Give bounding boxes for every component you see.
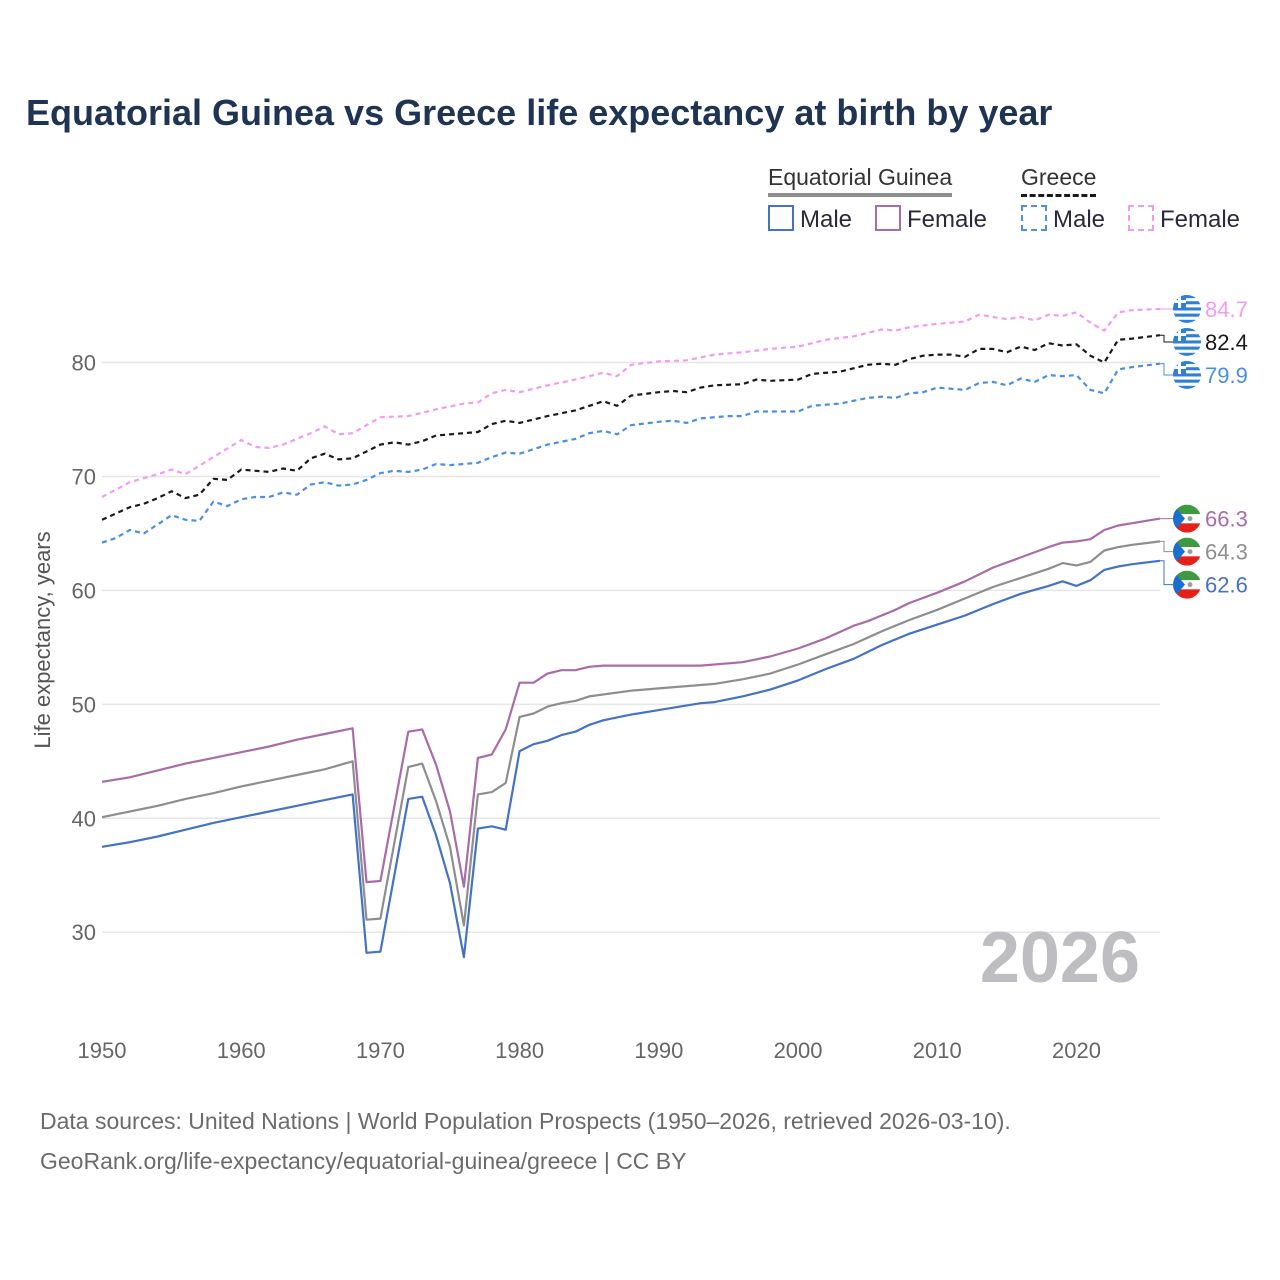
series-line-equatorial-guinea-male bbox=[101, 559, 1161, 959]
flag-stripe bbox=[1173, 319, 1201, 323]
source-line-2[interactable]: GeoRank.org/life-expectancy/equatorial-g… bbox=[40, 1148, 687, 1174]
flag-emblem bbox=[1187, 549, 1193, 555]
grid bbox=[102, 361, 1160, 933]
flag-green bbox=[1173, 537, 1201, 548]
x-tick-label: 2020 bbox=[1052, 1038, 1101, 1063]
flag-red bbox=[1173, 589, 1201, 599]
flag-stripe bbox=[1173, 373, 1201, 377]
end-labels: 84.7 82.4 79.9 66.3 64.3 62.6 bbox=[1160, 294, 1248, 599]
flag-red bbox=[1173, 556, 1201, 566]
flag-stripe bbox=[1173, 334, 1201, 338]
legend-swatch bbox=[875, 205, 901, 231]
greece-flag-icon bbox=[1173, 294, 1201, 323]
flag-stripe bbox=[1173, 327, 1201, 332]
x-tick-label: 1970 bbox=[356, 1038, 405, 1063]
flag-stripe bbox=[1173, 379, 1201, 383]
flag-stripe bbox=[1173, 307, 1201, 311]
x-tick-label: 1990 bbox=[634, 1038, 683, 1063]
flag-stripe bbox=[1173, 346, 1201, 350]
y-tick-label: 30 bbox=[72, 920, 96, 945]
x-tick-label: 1960 bbox=[217, 1038, 266, 1063]
source-line-1: Data sources: United Nations | World Pop… bbox=[40, 1108, 1011, 1134]
x-tick-label: 2000 bbox=[774, 1038, 823, 1063]
flag-body bbox=[1173, 537, 1201, 566]
series-line-greece-male bbox=[101, 362, 1161, 544]
equatorial-guinea-flag-icon bbox=[1173, 504, 1201, 533]
flag-stripe bbox=[1173, 385, 1201, 389]
y-tick-label: 80 bbox=[72, 351, 96, 376]
series-line-equatorial-guinea-total bbox=[101, 540, 1161, 927]
flag-emblem bbox=[1187, 582, 1193, 588]
flag-green bbox=[1173, 504, 1201, 515]
flag-cross bbox=[1173, 332, 1186, 336]
flag-stripe bbox=[1173, 301, 1201, 305]
flag-red bbox=[1173, 523, 1201, 533]
greece-flag-icon bbox=[1173, 360, 1201, 389]
flag-stripe bbox=[1173, 360, 1201, 365]
legend-item-eq-female[interactable]: Female bbox=[875, 205, 987, 234]
y-axis-label: Life expectancy, years bbox=[30, 531, 55, 748]
flag-body bbox=[1173, 504, 1201, 533]
legend-swatch bbox=[1021, 205, 1047, 231]
y-tick-label: 70 bbox=[72, 464, 96, 489]
line-chart: 2026 30 40 50 60 70 80 1950 1960 1970 1980 1990 200… bbox=[30, 294, 1248, 1063]
end-value-label: 64.3 bbox=[1205, 540, 1248, 565]
y-tick-label: 50 bbox=[72, 692, 96, 717]
end-connector bbox=[1160, 363, 1173, 376]
flag-green bbox=[1173, 570, 1201, 581]
legend-swatch bbox=[768, 205, 794, 231]
legend-item-eq-male[interactable]: Male bbox=[768, 205, 852, 234]
end-value-label: 84.7 bbox=[1205, 297, 1248, 322]
flag-body bbox=[1173, 570, 1201, 599]
flag-body bbox=[1173, 327, 1201, 356]
flag-body bbox=[1173, 360, 1201, 389]
end-connector bbox=[1160, 334, 1173, 343]
y-tick-label: 60 bbox=[72, 578, 96, 603]
flag-cross bbox=[1173, 299, 1186, 303]
flag-triangle bbox=[1173, 537, 1185, 566]
flag-stripe bbox=[1173, 367, 1201, 371]
end-value-label: 82.4 bbox=[1205, 330, 1248, 355]
flag-stripe bbox=[1173, 294, 1201, 299]
end-value-label: 62.6 bbox=[1205, 573, 1248, 598]
series-layer bbox=[101, 307, 1161, 959]
equatorial-guinea-flag-icon bbox=[1173, 570, 1201, 599]
legend-group-equatorial-guinea: Equatorial Guinea bbox=[768, 164, 953, 197]
legend-group-underline bbox=[768, 193, 953, 197]
end-value-label: 66.3 bbox=[1205, 507, 1248, 532]
flag-white bbox=[1173, 547, 1201, 557]
flag-white bbox=[1173, 514, 1201, 524]
flag-stripe bbox=[1173, 313, 1201, 317]
flag-stripe bbox=[1173, 352, 1201, 356]
greece-flag-icon bbox=[1173, 327, 1201, 356]
flag-emblem bbox=[1187, 516, 1193, 522]
flag-triangle bbox=[1173, 570, 1185, 599]
year-watermark: 2026 bbox=[980, 918, 1140, 998]
end-connector bbox=[1160, 560, 1173, 586]
flag-white bbox=[1173, 580, 1201, 590]
x-tick-label: 2010 bbox=[913, 1038, 962, 1063]
flag-cross bbox=[1173, 365, 1186, 369]
legend-swatch bbox=[1128, 205, 1154, 231]
flag-stripe bbox=[1173, 340, 1201, 344]
legend-item-gr-male[interactable]: Male bbox=[1021, 205, 1105, 234]
legend-item-gr-female[interactable]: Female bbox=[1128, 205, 1240, 234]
series-line-equatorial-guinea-female bbox=[101, 517, 1161, 888]
legend-group-underline bbox=[1021, 194, 1097, 197]
series-line-greece-female bbox=[101, 307, 1161, 498]
end-value-label: 79.9 bbox=[1205, 363, 1248, 388]
chart-title: Equatorial Guinea vs Greece life expecta… bbox=[26, 92, 1053, 133]
series-line-greece-total bbox=[101, 334, 1161, 521]
end-connector bbox=[1160, 540, 1173, 553]
legend-group-greece: Greece bbox=[1021, 164, 1097, 197]
x-tick-label: 1950 bbox=[78, 1038, 127, 1063]
flag-triangle bbox=[1173, 504, 1185, 533]
flag-body bbox=[1173, 294, 1201, 323]
axes: 30 40 50 60 70 80 1950 1960 1970 1980 1990 2000 2010… bbox=[72, 351, 1101, 1063]
x-tick-label: 1980 bbox=[495, 1038, 544, 1063]
equatorial-guinea-flag-icon bbox=[1173, 537, 1201, 566]
y-tick-label: 40 bbox=[72, 806, 96, 831]
